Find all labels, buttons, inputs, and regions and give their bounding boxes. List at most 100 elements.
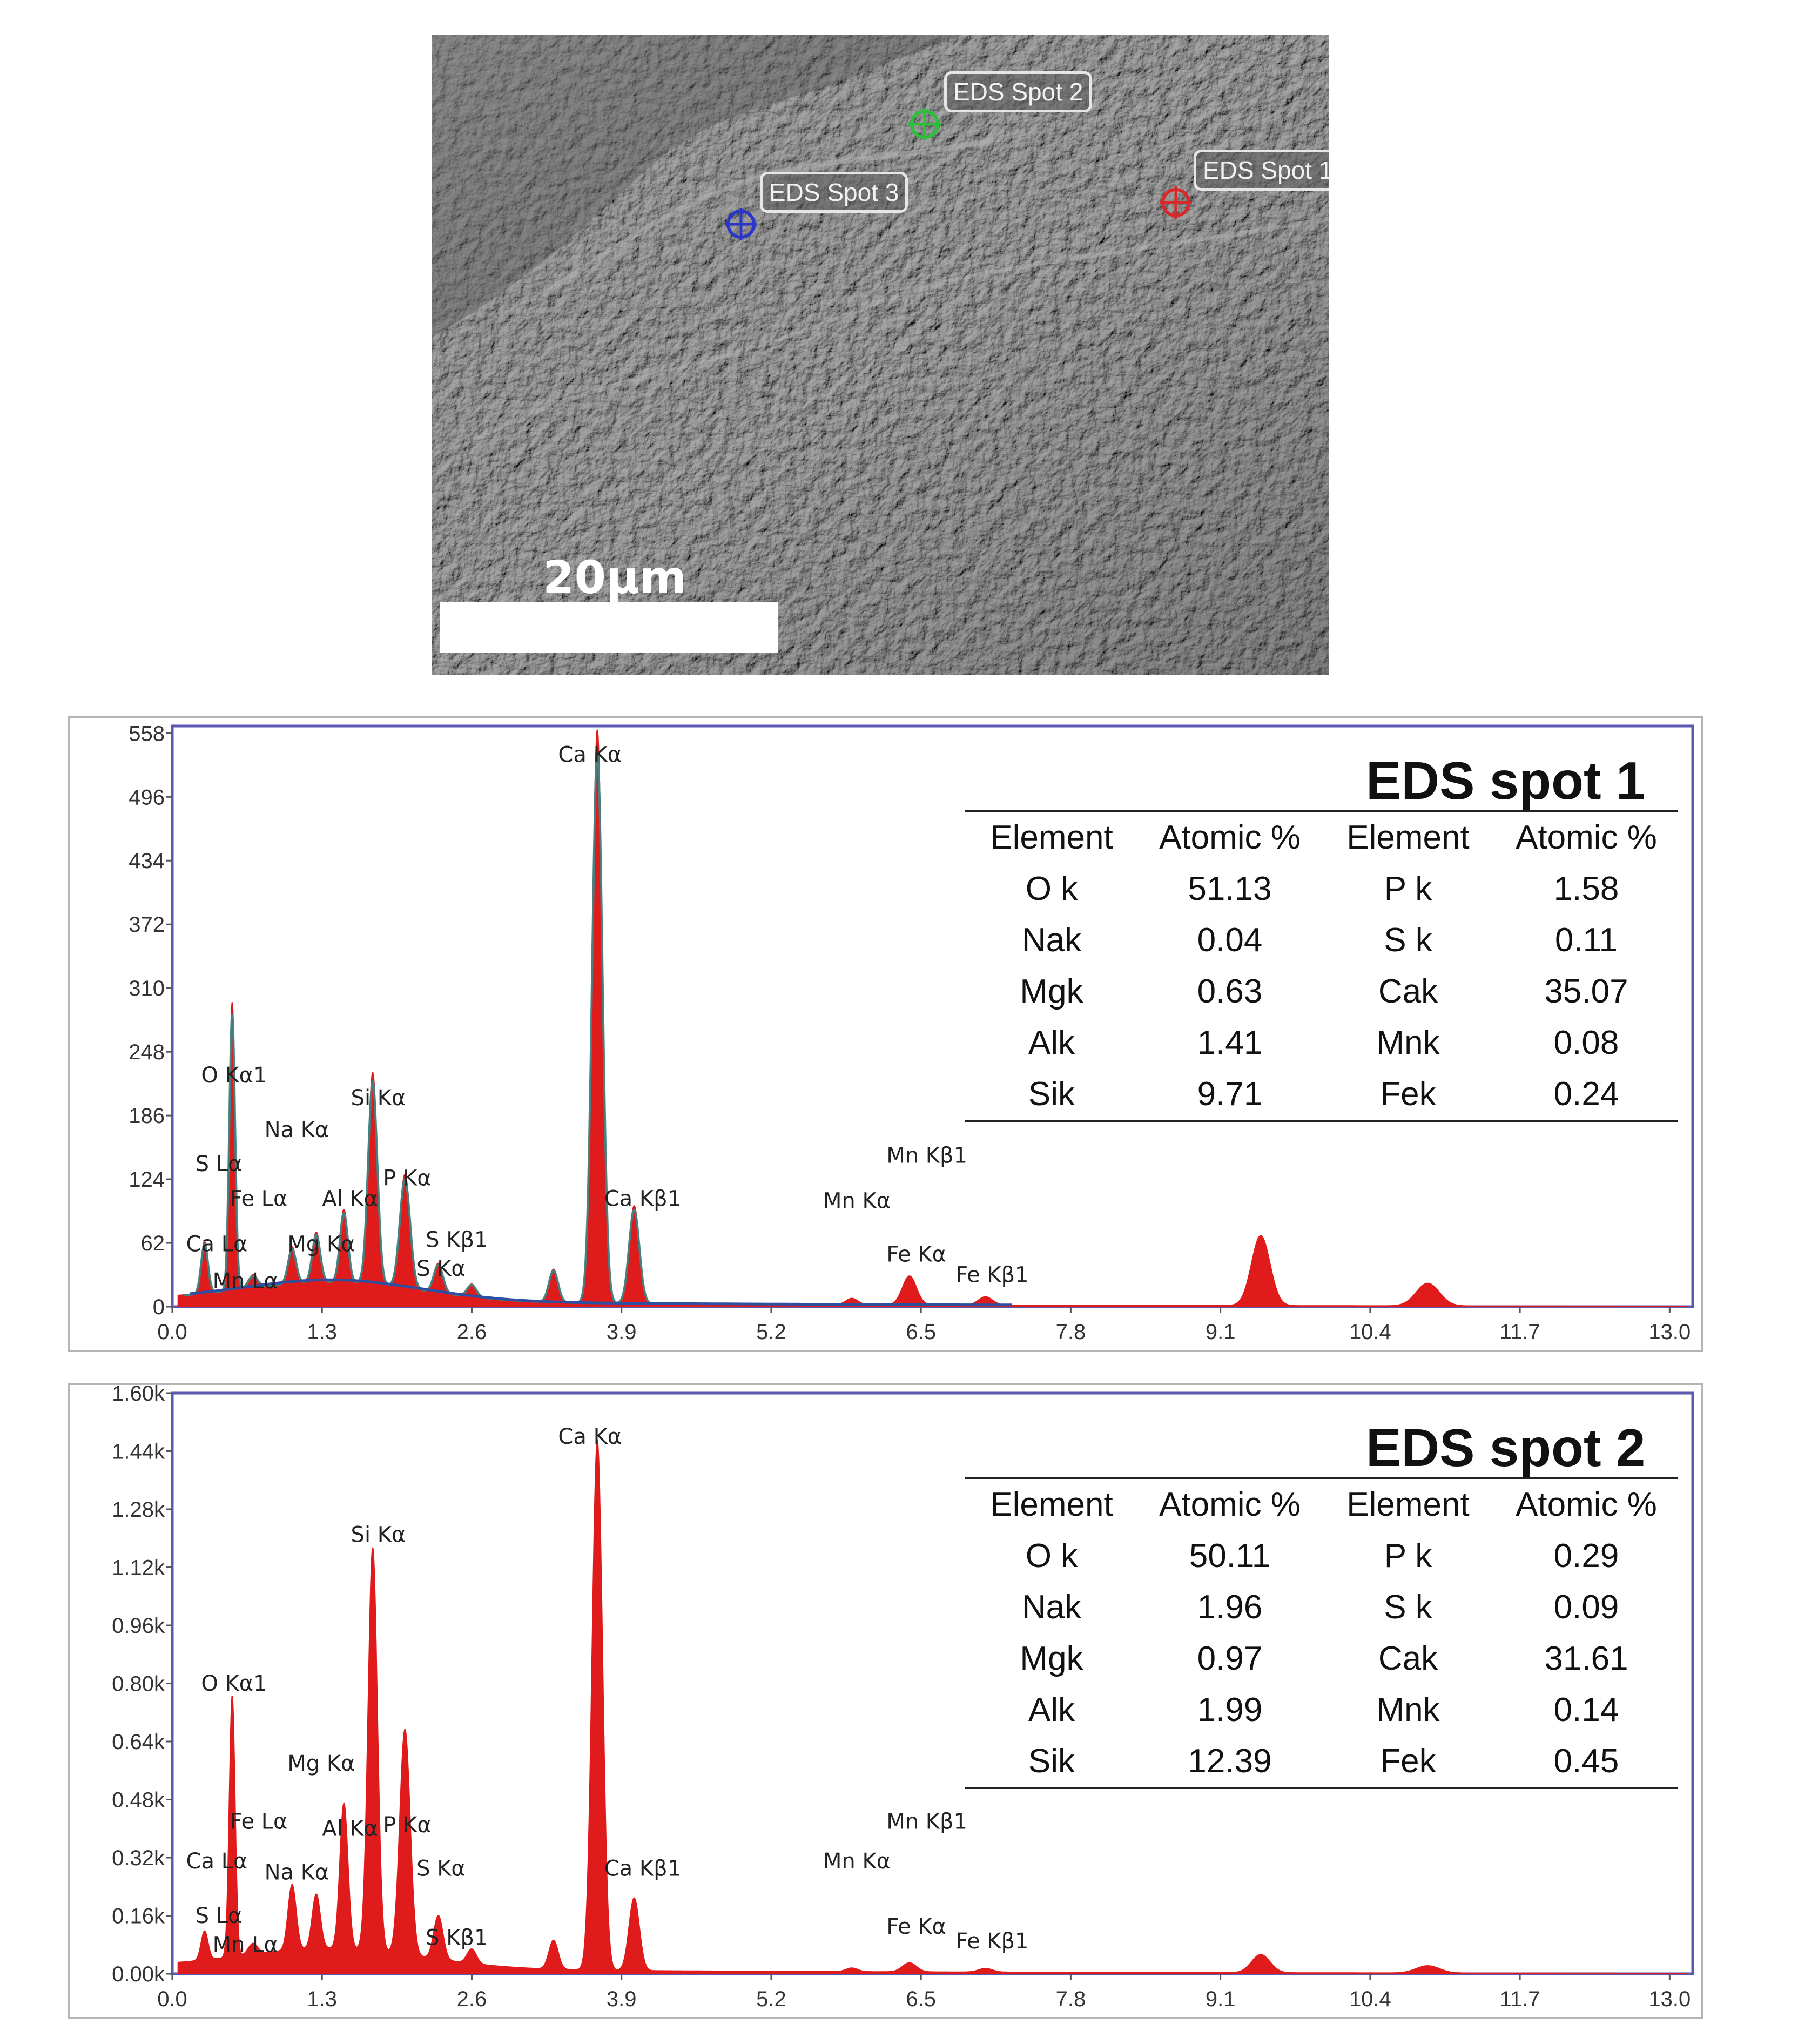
peak-label: Mg Kα (287, 1751, 355, 1776)
table-row: Sik 9.71 Fek 0.24 (965, 1068, 1678, 1121)
table-cell: Fek (1380, 1743, 1436, 1780)
eds-spectrum-plot-2: 0.0 1.3 2.6 3.9 5.2 6.5 7.8 9.1 10.4 11.7 13.0 0.00… (112, 1385, 1694, 2011)
y-tick-label: 0.48k (112, 1788, 165, 1812)
table-cell: P k (1384, 1537, 1432, 1575)
y-tick-label: 0.16k (112, 1905, 165, 1928)
peak-label: S Lα (196, 1152, 243, 1176)
peak-label: S Kα (416, 1857, 466, 1881)
peak-label: Ca Kβ1 (604, 1857, 681, 1881)
peak-label: P Kα (383, 1166, 431, 1191)
y-tick-label: 1.28k (112, 1498, 165, 1522)
composition-table-1: Element Atomic % Element Atomic % O k 51… (965, 810, 1678, 1122)
x-tick-label: 11.7 (1500, 1320, 1540, 1344)
table-cell: Mgk (1020, 973, 1083, 1010)
y-tick-label: 0 (153, 1295, 165, 1319)
col-header: Element (1346, 1486, 1470, 1523)
peak-label: Mn Lα (213, 1269, 278, 1294)
y-tick-label: 0.00k (112, 1962, 165, 1986)
table-cell: 35.07 (1544, 973, 1628, 1010)
y-tick-label: 1.44k (112, 1440, 165, 1464)
y-tick-label: 372 (129, 913, 165, 937)
col-header: Element (1346, 819, 1470, 856)
peak-label: Si Kα (351, 1522, 406, 1547)
x-tick-label: 2.6 (457, 1987, 487, 2011)
table-header-row: Element Atomic % Element Atomic % (965, 811, 1678, 863)
table-cell: Mgk (1020, 1640, 1083, 1677)
x-tick-label: 0.0 (157, 1320, 187, 1344)
col-header: Atomic % (1516, 1486, 1657, 1523)
spot-3-label: EDS Spot 3 (760, 172, 908, 213)
x-tick-label: 9.1 (1206, 1320, 1236, 1344)
peak-label: Al Kα (322, 1817, 378, 1841)
table-cell: Nak (1021, 1589, 1082, 1626)
table-header-row: Element Atomic % Element Atomic % (965, 1478, 1678, 1530)
spot-2-marker (908, 108, 941, 140)
table-cell: 9.71 (1197, 1075, 1263, 1113)
y-tick-label: 1.60k (112, 1385, 165, 1406)
x-tick-label: 3.9 (607, 1320, 637, 1344)
table-cell: 50.11 (1189, 1537, 1271, 1575)
peak-label: Mn Kα (823, 1849, 891, 1874)
x-tick-label: 10.4 (1349, 1320, 1391, 1344)
peak-label: Mn Kβ1 (886, 1144, 967, 1168)
y-tick-label: 186 (129, 1104, 165, 1128)
y-tick-label: 1.12k (112, 1556, 165, 1580)
table-row: Alk 1.41 Mnk 0.08 (965, 1017, 1678, 1068)
table-cell: 12.39 (1188, 1743, 1272, 1780)
x-tick-label: 6.5 (906, 1320, 936, 1344)
peak-label: Fe Lα (230, 1809, 288, 1834)
table-row: O k 51.13 P k 1.58 (965, 863, 1678, 915)
x-tick-label: 0.0 (157, 1987, 187, 2011)
spot-1-label: EDS Spot 1 (1194, 150, 1329, 191)
peak-label: Na Kα (265, 1860, 329, 1885)
table-row: Nak 0.04 S k 0.11 (965, 915, 1678, 966)
scale-bar (440, 602, 778, 653)
table-row: O k 50.11 P k 0.29 (965, 1530, 1678, 1582)
table-cell: O k (1025, 870, 1078, 907)
table-cell: 0.14 (1553, 1691, 1619, 1729)
y-tick-label: 124 (129, 1168, 165, 1192)
y-tick-label: 248 (129, 1040, 165, 1064)
peak-label: Mn Kβ1 (886, 1809, 967, 1834)
col-header: Atomic % (1159, 819, 1301, 856)
table-cell: 0.29 (1553, 1537, 1619, 1575)
background-series (189, 1278, 1012, 1307)
x-tick-label: 2.6 (457, 1320, 487, 1344)
col-header: Element (990, 819, 1113, 856)
chart-2-title: EDS spot 2 (1366, 1418, 1646, 1477)
x-tick-label: 10.4 (1349, 1987, 1391, 2011)
peak-label: S Kβ1 (426, 1925, 488, 1950)
peak-label: Si Kα (351, 1086, 406, 1111)
y-tick-label: 310 (129, 977, 165, 1000)
peak-label: P Kα (383, 1813, 431, 1838)
sem-texture (432, 35, 1329, 675)
peak-label: Fe Kβ1 (955, 1262, 1028, 1287)
x-tick-label: 1.3 (307, 1987, 337, 2011)
y-tick-label: 0.96k (112, 1614, 165, 1638)
peak-label: Ca Kα (558, 743, 622, 768)
x-tick-label: 9.1 (1206, 1987, 1236, 2011)
scale-bar-label: 20μm (543, 551, 687, 604)
eds-spectrum-chart-2: 0.0 1.3 2.6 3.9 5.2 6.5 7.8 9.1 10.4 11.7 13.0 0.00… (68, 1383, 1703, 2019)
table-cell: 0.09 (1553, 1589, 1619, 1626)
table-cell: Sik (1028, 1075, 1075, 1113)
y-tick-label: 0.32k (112, 1846, 165, 1870)
table-cell: 0.63 (1197, 973, 1263, 1010)
peak-label: Fe Lα (230, 1187, 288, 1212)
table-cell: 0.45 (1553, 1743, 1619, 1780)
peak-label: Mg Kα (287, 1232, 355, 1256)
y-tick-label: 0.80k (112, 1672, 165, 1696)
y-tick-label: 558 (129, 722, 165, 745)
table-cell: Mnk (1376, 1691, 1440, 1729)
table-cell: 0.97 (1197, 1640, 1263, 1677)
spot-2-label: EDS Spot 2 (944, 71, 1093, 112)
table-cell: Mnk (1376, 1024, 1440, 1061)
table-row: Alk 1.99 Mnk 0.14 (965, 1684, 1678, 1736)
table-cell: Sik (1028, 1743, 1075, 1780)
peak-label: S Kβ1 (426, 1228, 488, 1253)
table-row: Mgk 0.97 Cak 31.61 (965, 1633, 1678, 1684)
x-tick-label: 5.2 (756, 1987, 786, 2011)
peak-label: Ca Lα (186, 1232, 248, 1256)
x-tick-label: 5.2 (756, 1320, 786, 1344)
eds-spectrum-chart-1: 0.0 1.3 2.6 3.9 5.2 6.5 7.8 9.1 10.4 11.7 13.0 0 62 1… (68, 716, 1703, 1352)
